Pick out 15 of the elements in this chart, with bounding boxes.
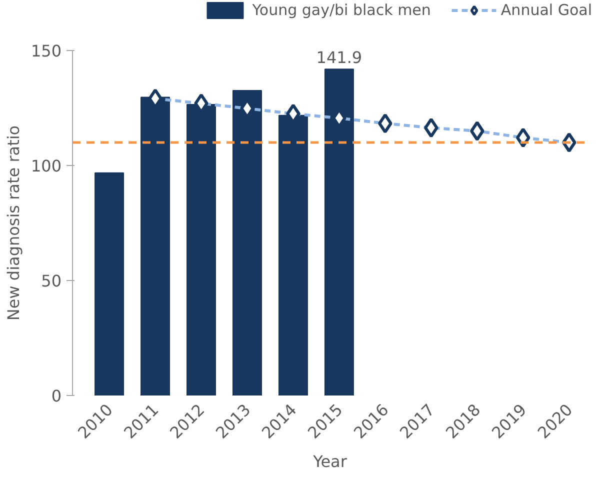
point: [470, 121, 484, 141]
bar: [232, 90, 262, 396]
y-tick-label: 0: [51, 386, 62, 406]
y-tick-label: 100: [30, 156, 62, 176]
point: [378, 113, 392, 134]
legend-label: Young gay/bi black men: [252, 1, 431, 19]
x-axis-title: Year: [312, 452, 348, 471]
legend-label: Annual Goal: [500, 1, 592, 19]
y-tick-label: 150: [30, 42, 62, 60]
point: [424, 118, 438, 138]
y-axis-title: New diagnosis rate ratio: [4, 125, 23, 321]
bar: [324, 68, 354, 396]
bar: [94, 172, 124, 396]
y-tick-label: 50: [41, 272, 62, 290]
data-label: 141.9: [316, 48, 362, 68]
